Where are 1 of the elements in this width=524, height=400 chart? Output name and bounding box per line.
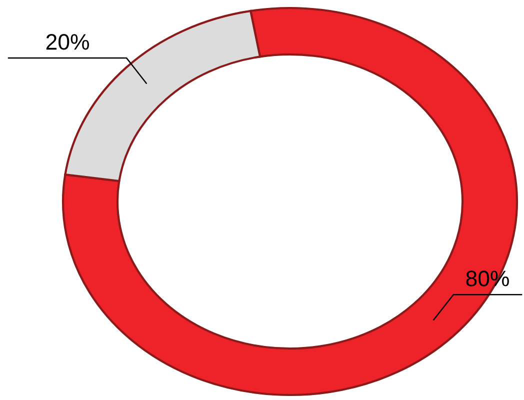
data-label: 20% xyxy=(46,34,89,50)
